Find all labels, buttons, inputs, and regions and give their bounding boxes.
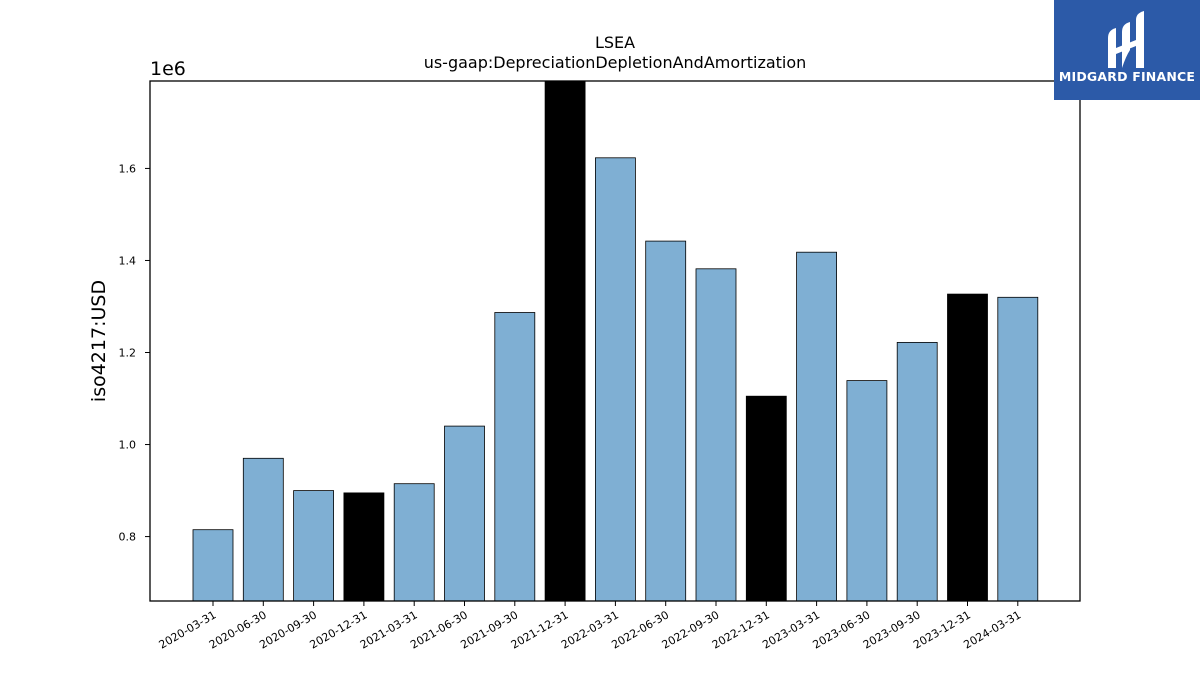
y-tick-label: 1.6 — [119, 162, 137, 175]
bar-2020-12-31 — [343, 492, 385, 602]
bar-2023-12-31 — [947, 293, 988, 602]
bar-2020-06-30 — [242, 457, 284, 602]
bars-group — [192, 80, 1039, 602]
x-axis-ticks: 2020-03-312020-06-302020-09-302020-12-31… — [157, 601, 1023, 652]
bar-2024-03-31 — [997, 296, 1039, 602]
bar-2023-09-30 — [896, 341, 938, 602]
bar-2022-03-31 — [595, 157, 636, 602]
bar-2023-03-31 — [796, 251, 837, 602]
y-axis-ticks: 0.8 1.0 1.2 1.4 1.6 — [119, 162, 150, 544]
y-tick-label: 0.8 — [119, 531, 137, 544]
y-tick-label: 1.4 — [119, 254, 137, 267]
bar-2022-06-30 — [645, 240, 687, 602]
x-tick-label: 2024-03-31 — [961, 608, 1023, 651]
chart-subtitle: us-gaap:DepreciationDepletionAndAmortiza… — [424, 53, 807, 72]
bar-2020-09-30 — [293, 490, 335, 602]
y-tick-label: 1.2 — [119, 347, 137, 360]
y-axis-offset-label: 1e6 — [150, 58, 186, 80]
bar-2022-12-31 — [745, 395, 787, 602]
midgard-logo-icon — [1108, 11, 1144, 68]
plot-area-frame — [149, 80, 1081, 602]
brand-name: MIDGARD FINANCE — [1058, 69, 1196, 84]
bar-2020-03-31 — [192, 529, 234, 602]
brand-logo: MIDGARD FINANCE — [1054, 0, 1200, 100]
bar-2021-09-30 — [494, 312, 536, 602]
y-axis-label: iso4217:USD — [88, 280, 110, 402]
bar-2023-06-30 — [846, 380, 888, 602]
y-tick-label: 1.0 — [119, 439, 137, 452]
bar-2022-09-30 — [695, 268, 737, 602]
chart-title: LSEA — [595, 33, 635, 52]
bar-2021-12-31 — [544, 80, 586, 602]
bar-2021-06-30 — [444, 425, 485, 602]
bar-2021-03-31 — [393, 483, 435, 602]
